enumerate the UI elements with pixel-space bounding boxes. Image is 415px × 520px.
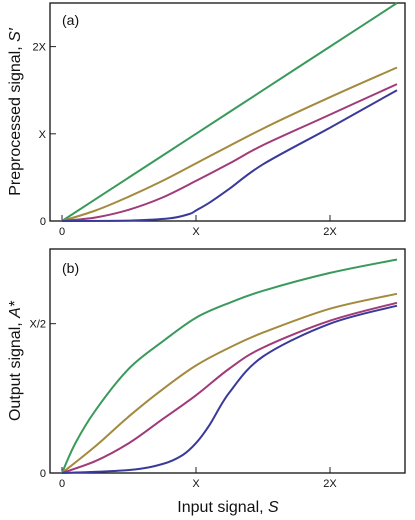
- panel-b-x-label-var: S: [268, 499, 279, 516]
- panel-b-x-label-text: Input signal,: [177, 499, 268, 516]
- panel-b-curves: [61, 258, 398, 474]
- panel-a-y-label-var: S′: [7, 27, 24, 42]
- panel-a: (a) 0 X 2X 0 X 2X Preprocessed signal, S′: [7, 2, 406, 238]
- panel-a-curves: [61, 2, 398, 222]
- panel-b-y-tick-label: 0: [40, 468, 46, 480]
- panel-b-y-label-text: Output signal,: [7, 318, 24, 421]
- panel-b-ticks: 0 X 2X 0 X/2: [29, 319, 337, 490]
- panel-b-x-tick-label: 2X: [323, 478, 337, 490]
- panel-a-x-tick-label: 0: [59, 226, 65, 238]
- panel-b-x-tick-label: X: [192, 478, 200, 490]
- panel-a-frame: [49, 2, 406, 222]
- panel-b-series-line-1: [61, 258, 398, 474]
- panel-b-frame: [49, 248, 406, 474]
- panel-a-x-tick-label: 2X: [323, 226, 337, 238]
- panel-b-series-line-4: [61, 304, 398, 474]
- panel-b-label: (b): [62, 260, 79, 276]
- panel-a-y-tick-label: X: [39, 129, 47, 141]
- panel-b-y-tick-label: X/2: [29, 319, 46, 331]
- panel-b-series-line-3: [61, 301, 398, 474]
- panel-a-series-line-2: [61, 66, 398, 222]
- panel-a-series-line-4: [61, 89, 398, 222]
- panel-b: (b) 0 X 2X 0 X/2 Output signal, A* Input sig…: [7, 248, 406, 516]
- panel-a-series-line-1: [61, 2, 398, 222]
- panel-a-series-line-3: [61, 83, 398, 222]
- panel-a-y-tick-label: 2X: [33, 42, 47, 54]
- panel-a-y-tick-label: 0: [40, 216, 46, 228]
- panel-a-y-axis-label: Preprocessed signal, S′: [7, 27, 24, 196]
- panel-a-ticks: 0 X 2X 0 X 2X: [33, 42, 338, 238]
- panel-a-label: (a): [62, 12, 79, 28]
- panel-b-series-line-2: [61, 292, 398, 474]
- panel-a-y-label-text: Preprocessed signal,: [7, 42, 24, 196]
- panel-b-x-tick-label: 0: [59, 478, 65, 490]
- panel-a-x-tick-label: X: [192, 226, 200, 238]
- panel-b-y-label-var: A*: [7, 300, 24, 319]
- panel-b-y-axis-label: Output signal, A*: [7, 300, 24, 421]
- panel-b-x-axis-label: Input signal, S: [177, 499, 279, 516]
